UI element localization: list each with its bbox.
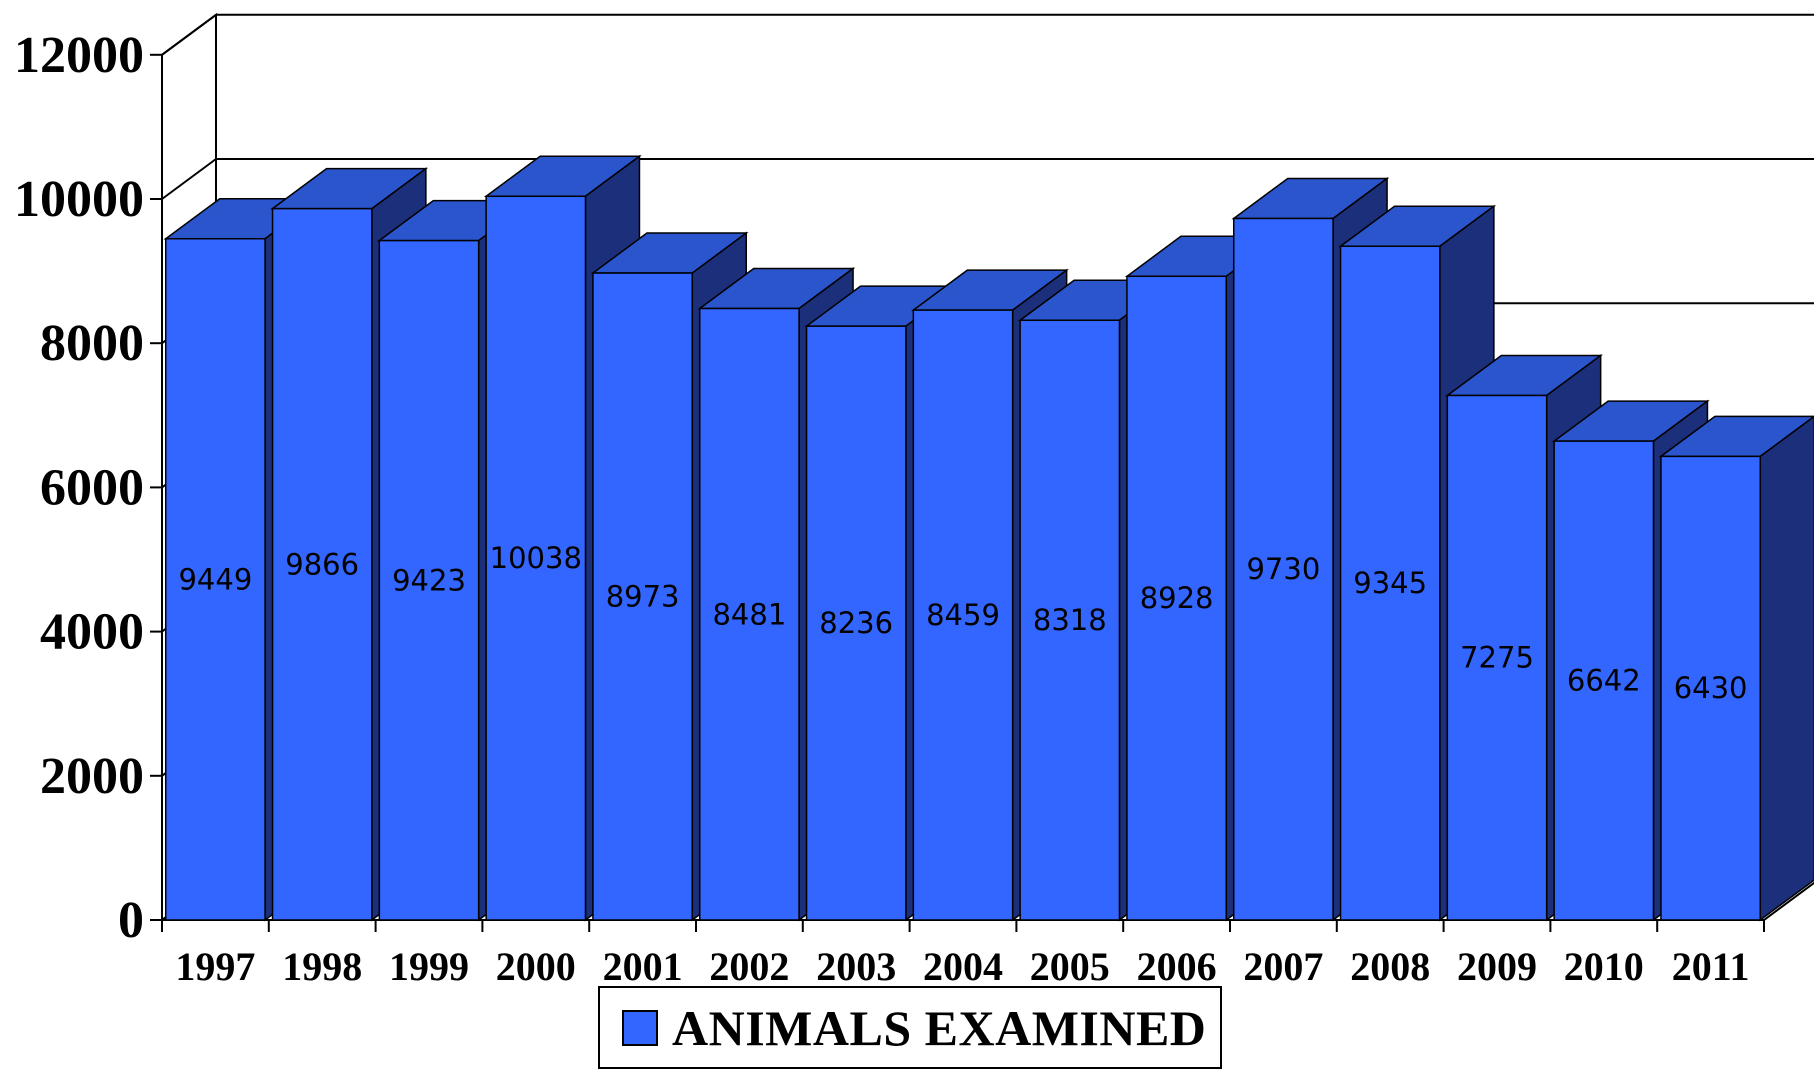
data-label-2003: 8236 <box>819 606 893 640</box>
data-label-2009: 7275 <box>1460 641 1534 675</box>
bar-front <box>485 195 587 921</box>
legend: ANIMALS EXAMINED <box>598 986 1222 1069</box>
y-tick-label-12000: 12000 <box>14 27 144 84</box>
bar-front <box>164 237 266 921</box>
bar-front <box>1019 319 1121 921</box>
legend-label: ANIMALS EXAMINED <box>672 999 1207 1056</box>
bar-front <box>1446 394 1548 921</box>
y-tick-label-2000: 2000 <box>40 748 144 805</box>
data-label-2008: 9345 <box>1353 566 1427 600</box>
x-tick-label-2002: 2002 <box>709 944 789 989</box>
y-tick-label-10000: 10000 <box>14 171 144 228</box>
data-label-1997: 9449 <box>178 562 252 596</box>
bar-front <box>271 207 373 921</box>
x-tick-label-2006: 2006 <box>1137 944 1217 989</box>
y-tick-label-0: 0 <box>118 892 144 949</box>
bar-front <box>698 307 800 921</box>
x-tick-label-2001: 2001 <box>603 944 683 989</box>
data-label-2006: 8928 <box>1140 581 1214 615</box>
bar-front <box>1339 245 1441 921</box>
y-tick-label-4000: 4000 <box>40 604 144 661</box>
x-tick-label-1997: 1997 <box>175 944 255 989</box>
x-tick-label-2009: 2009 <box>1457 944 1537 989</box>
x-tick-label-1998: 1998 <box>282 944 362 989</box>
bar-front <box>1660 455 1762 921</box>
data-label-2005: 8318 <box>1033 603 1107 637</box>
data-label-1998: 9866 <box>285 547 359 581</box>
x-tick-label-1999: 1999 <box>389 944 469 989</box>
bar-front <box>378 239 480 921</box>
y-tick-label-6000: 6000 <box>40 459 144 516</box>
data-label-2001: 8973 <box>606 580 680 614</box>
data-label-1999: 9423 <box>392 563 466 597</box>
gridline-diag-10000 <box>161 158 217 200</box>
data-label-2002: 8481 <box>712 597 786 631</box>
bar-side <box>1759 415 1814 922</box>
x-tick-label-2007: 2007 <box>1243 944 1323 989</box>
x-tick-label-2004: 2004 <box>923 944 1003 989</box>
bar-front <box>592 272 694 921</box>
data-label-2010: 6642 <box>1567 664 1641 698</box>
x-tick-label-2005: 2005 <box>1030 944 1110 989</box>
gridline-diag-12000 <box>161 13 217 56</box>
x-tick-label-2000: 2000 <box>496 944 576 989</box>
bar-front <box>1232 217 1334 921</box>
x-tick-label-2011: 2011 <box>1672 944 1750 989</box>
legend-swatch <box>622 1009 658 1046</box>
bar-front <box>1126 275 1228 921</box>
bar-front <box>1553 440 1655 921</box>
data-label-2000: 10038 <box>490 541 582 575</box>
bar-front <box>912 309 1014 921</box>
y-tick-label-8000: 8000 <box>40 315 144 372</box>
bar-2011 <box>1658 415 1814 922</box>
data-label-2007: 9730 <box>1246 552 1320 586</box>
x-tick-label-2010: 2010 <box>1564 944 1644 989</box>
bar-front <box>805 325 907 921</box>
data-label-2011: 6430 <box>1674 671 1748 705</box>
x-tick-label-2003: 2003 <box>816 944 896 989</box>
data-label-2004: 8459 <box>926 598 1000 632</box>
x-tick-label-2008: 2008 <box>1350 944 1430 989</box>
